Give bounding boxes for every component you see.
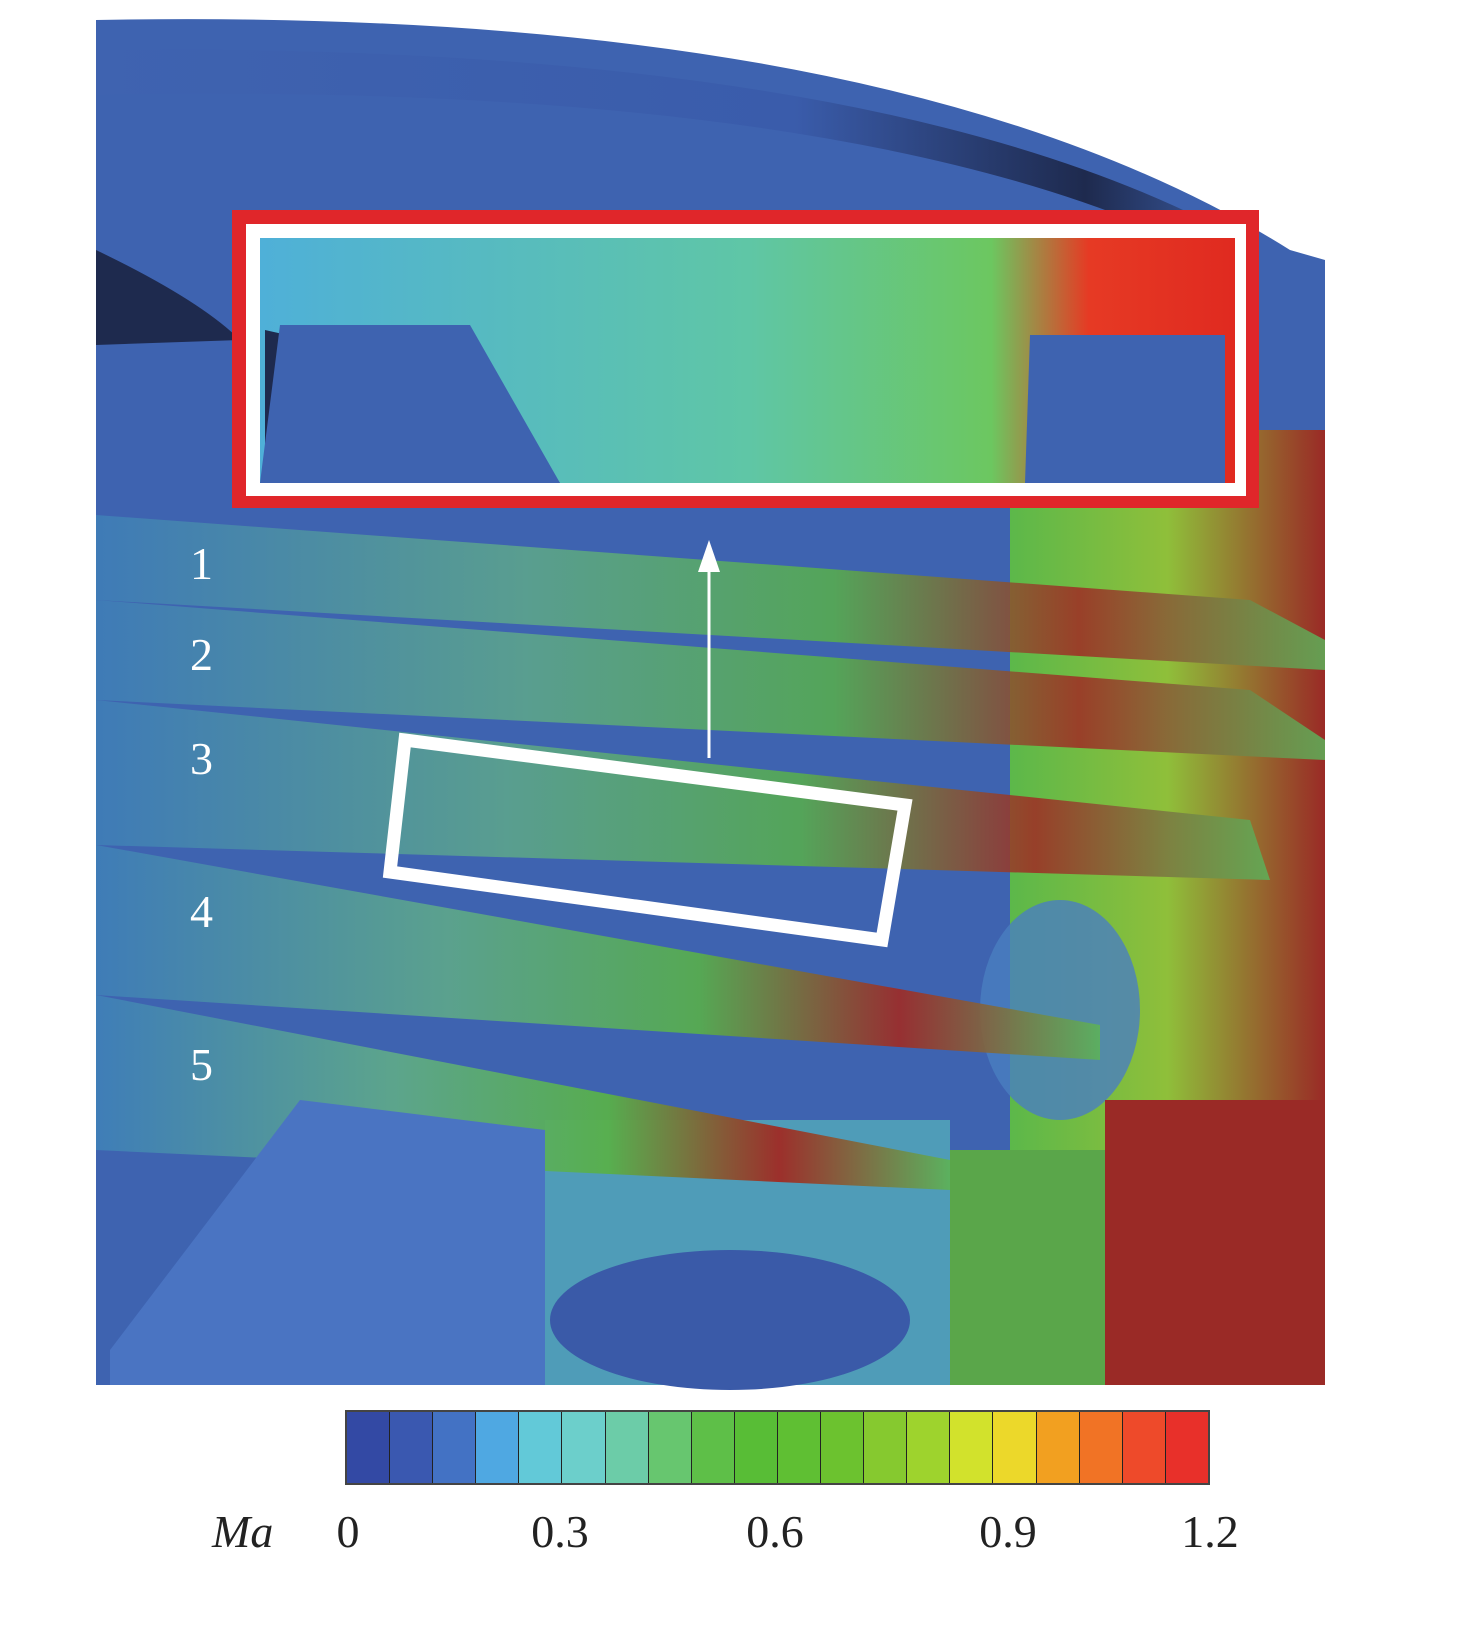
- colorbar-segment: [734, 1412, 778, 1483]
- colorbar-tick: 0: [336, 1506, 360, 1557]
- blade: [110, 1100, 545, 1385]
- arrow-head-icon: [698, 540, 720, 572]
- plane-label-4: 4: [190, 886, 213, 937]
- colorbar-segment: [648, 1412, 692, 1483]
- vane-dark: [96, 250, 240, 345]
- colorbar-segment: [390, 1412, 434, 1483]
- colorbar-segment: [476, 1412, 520, 1483]
- colorbar-segment: [562, 1412, 606, 1483]
- colorbar-segment: [907, 1412, 951, 1483]
- plane-label-1: 1: [190, 538, 213, 589]
- plane-label-5: 5: [190, 1039, 213, 1090]
- plane-label-2: 2: [190, 629, 213, 680]
- colorbar-segment: [691, 1412, 735, 1483]
- colorbar-segment: [821, 1412, 865, 1483]
- housing-ring: [96, 49, 1260, 250]
- colorbar-segment: [1165, 1412, 1208, 1483]
- colorbar: [345, 1410, 1210, 1485]
- colorbar-segment: [433, 1412, 477, 1483]
- colorbar-label: Ma: [212, 1506, 274, 1557]
- colorbar-tick: 1.2: [1181, 1506, 1239, 1557]
- vortex-core: [980, 900, 1140, 1120]
- vortex-core: [550, 1250, 910, 1390]
- inset-hub: [260, 325, 1225, 483]
- colorbar-segment: [950, 1412, 994, 1483]
- section-plane-4: [96, 845, 1100, 1060]
- colorbar-segment: [1036, 1412, 1080, 1483]
- colorbar-segment: [347, 1412, 391, 1483]
- colorbar-segment: [1079, 1412, 1123, 1483]
- colorbar-tick: 0.3: [531, 1506, 589, 1557]
- contour-plane-red: [1105, 1100, 1325, 1385]
- cfd-scene: [96, 19, 1325, 1390]
- colorbar-tick: 0.9: [979, 1506, 1037, 1557]
- plane-label-3: 3: [190, 733, 213, 784]
- colorbar-segment: [605, 1412, 649, 1483]
- colorbar-segment: [1122, 1412, 1166, 1483]
- colorbar-segment: [864, 1412, 908, 1483]
- contour-plane-mid: [950, 1150, 1105, 1385]
- colorbar-tick: 0.6: [746, 1506, 804, 1557]
- colorbar-segment: [519, 1412, 563, 1483]
- highlight-box: [382, 732, 913, 948]
- colorbar-segment: [993, 1412, 1037, 1483]
- colorbar-segment: [777, 1412, 822, 1483]
